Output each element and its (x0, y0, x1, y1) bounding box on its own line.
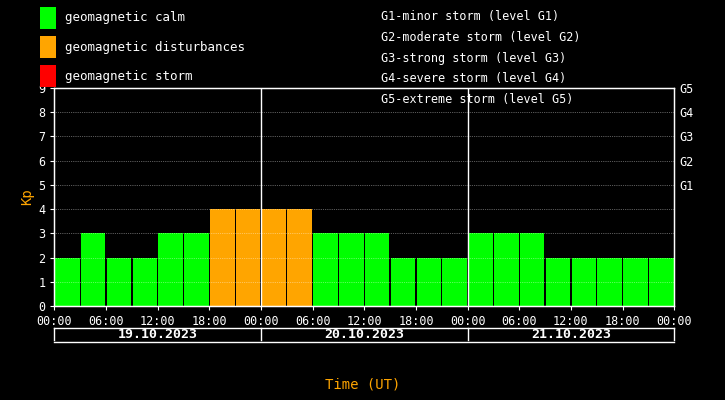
Bar (546, 258, 571, 306)
Bar (107, 258, 131, 306)
Bar (365, 233, 389, 306)
Bar (55, 258, 80, 306)
Bar (339, 233, 364, 306)
Bar (288, 209, 312, 306)
Bar (571, 258, 596, 306)
Bar (262, 209, 286, 306)
Bar (133, 258, 157, 306)
Bar (494, 233, 518, 306)
Bar (391, 258, 415, 306)
Bar (313, 233, 338, 306)
Bar (417, 258, 441, 306)
Bar (597, 258, 622, 306)
Bar (520, 233, 544, 306)
Text: geomagnetic storm: geomagnetic storm (65, 70, 192, 83)
Text: geomagnetic disturbances: geomagnetic disturbances (65, 41, 244, 54)
Text: 21.10.2023: 21.10.2023 (531, 328, 611, 342)
Bar (468, 233, 493, 306)
Y-axis label: Kp: Kp (20, 189, 34, 205)
Text: G4-severe storm (level G4): G4-severe storm (level G4) (381, 72, 566, 86)
Bar (210, 209, 234, 306)
Bar (81, 233, 105, 306)
Text: G1-minor storm (level G1): G1-minor storm (level G1) (381, 10, 559, 23)
Bar (184, 233, 209, 306)
Bar (624, 258, 647, 306)
Text: 20.10.2023: 20.10.2023 (324, 328, 405, 342)
Text: G2-moderate storm (level G2): G2-moderate storm (level G2) (381, 31, 580, 44)
Text: geomagnetic calm: geomagnetic calm (65, 12, 185, 24)
Text: G3-strong storm (level G3): G3-strong storm (level G3) (381, 52, 566, 65)
Text: 19.10.2023: 19.10.2023 (117, 328, 198, 342)
Bar (649, 258, 674, 306)
Text: Time (UT): Time (UT) (325, 378, 400, 392)
Bar (158, 233, 183, 306)
Bar (236, 209, 260, 306)
Bar (442, 258, 467, 306)
Text: G5-extreme storm (level G5): G5-extreme storm (level G5) (381, 93, 573, 106)
